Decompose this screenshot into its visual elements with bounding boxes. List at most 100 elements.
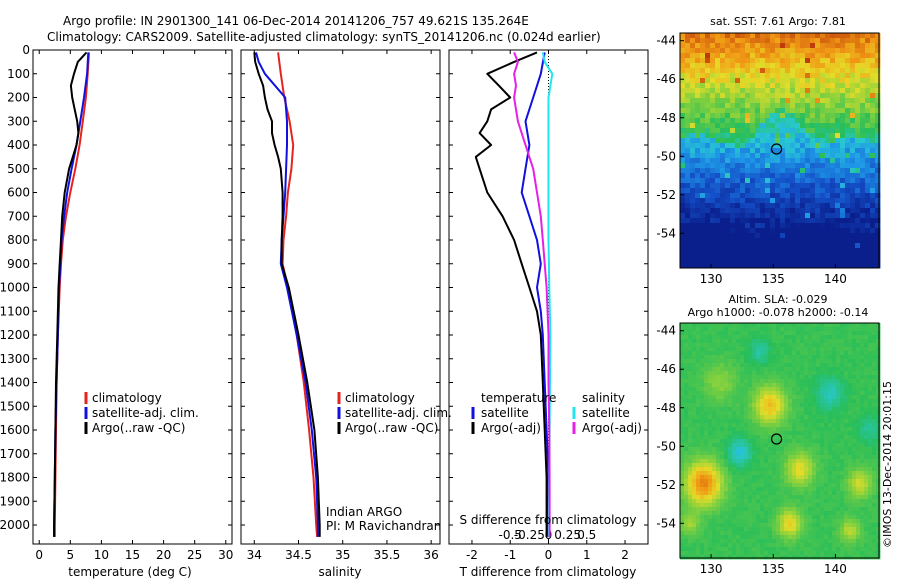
map-cell [785,233,791,239]
map-cell [720,183,726,189]
map-cell [876,343,881,348]
map-cell [720,248,726,254]
map-cell [708,327,713,332]
map-cell [800,483,805,488]
map-cell [776,547,781,552]
map-cell [812,367,817,372]
map-cell [712,511,717,516]
map-cell [796,379,801,384]
map-cell [876,323,881,328]
map-cell [760,463,765,468]
map-cell [805,248,811,254]
map-cell [832,463,837,468]
map-cell [852,535,857,540]
map-cell [865,48,871,54]
map-cell [764,527,769,532]
map-cell [784,507,789,512]
map-cell [760,158,766,164]
map-cell [760,351,765,356]
map-cell [732,343,737,348]
map-cell [696,359,701,364]
map-cell [780,415,785,420]
map-cell [696,431,701,436]
map-cell [755,243,761,249]
map-cell [704,355,709,360]
map-cell [828,507,833,512]
map-cell [832,507,837,512]
map-cell [745,243,751,249]
map-cell [735,183,741,189]
map-cell [704,471,709,476]
map-cell [785,93,791,99]
map-cell [735,193,741,199]
map-cell [865,103,871,109]
map-cell [692,343,697,348]
map-cell [748,339,753,344]
map-cell [864,479,869,484]
map-cell [745,113,751,119]
map-cell [704,435,709,440]
map-cell [704,491,709,496]
map-cell [724,395,729,400]
map-cell [840,487,845,492]
map-cell [700,133,706,139]
map-cell [770,258,776,264]
map-cell [720,519,725,524]
map-cell [680,93,686,99]
map-cell [688,435,693,440]
map-cell [784,363,789,368]
map-cell [750,233,756,239]
map-cell [720,363,725,368]
map-cell [836,475,841,480]
map-cell [825,133,831,139]
map-cell [860,43,866,49]
map-cell [852,359,857,364]
salinity-panel: 34 34.5 35 35.5 36 salinity climatology sate… [240,49,452,579]
map-cell [800,343,805,348]
map-cell [832,455,837,460]
map-cell [812,535,817,540]
map-cell [752,351,757,356]
map-cell [700,535,705,540]
x-tick-label: 34.5 [285,548,312,562]
map-cell [820,419,825,424]
map-cell [824,507,829,512]
map-cell [870,213,876,219]
map-cell [732,327,737,332]
map-cell [745,143,751,149]
map-cell [820,123,826,129]
map-cell [828,355,833,360]
map-cell [795,238,801,244]
map-cell [844,539,849,544]
map-cell [848,415,853,420]
map-cell [724,371,729,376]
map-cell [735,103,741,109]
map-cell [744,415,749,420]
map-cell [820,118,826,124]
map-cell [735,198,741,204]
map-cell [855,148,861,154]
map-cell [865,223,871,229]
map-cell [856,543,861,548]
map-cell [868,491,873,496]
map-cell [685,183,691,189]
map-cell [732,483,737,488]
map-cell [768,343,773,348]
map-cell [768,399,773,404]
map-cell [745,138,751,144]
map-cell [828,351,833,356]
map-cell [695,133,701,139]
map-cell [695,208,701,214]
map-cell [800,531,805,536]
map-cell [732,427,737,432]
map-cell [860,495,865,500]
map-cell [808,527,813,532]
map-cell [704,407,709,412]
map-cell [824,347,829,352]
map-cell [850,123,856,129]
map-cell [868,495,873,500]
map-cell [828,459,833,464]
map-cell [792,539,797,544]
map-cell [836,543,841,548]
map-cell [696,331,701,336]
